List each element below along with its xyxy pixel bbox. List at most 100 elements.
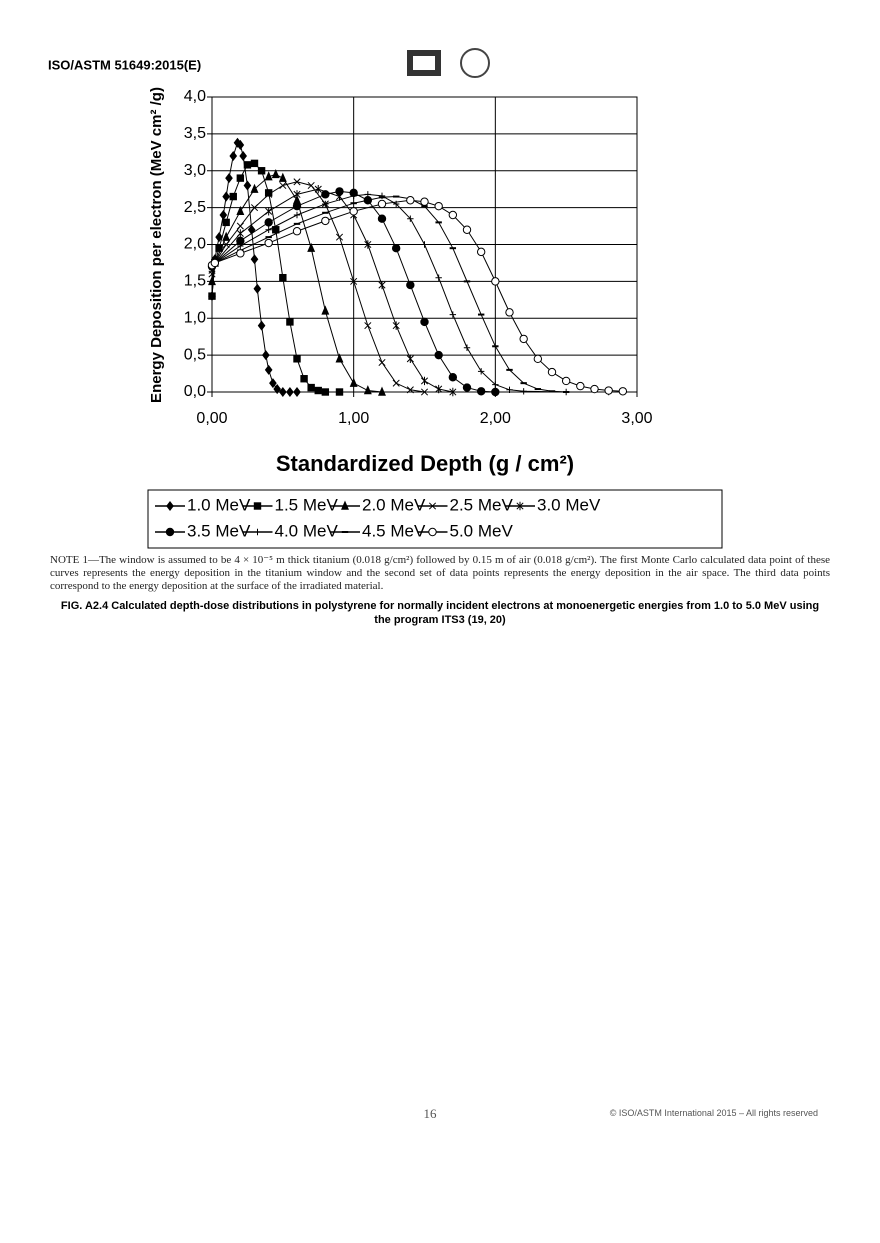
marker-cross bbox=[279, 181, 287, 190]
y-tick-label: 3,5 bbox=[184, 125, 206, 142]
marker-open-circle bbox=[406, 196, 415, 205]
x-axis-label: Standardized Depth (g / cm²) bbox=[276, 451, 574, 476]
marker-circle bbox=[420, 317, 429, 327]
marker-plus bbox=[350, 192, 357, 200]
series-line bbox=[211, 196, 567, 393]
marker-plus bbox=[364, 191, 372, 198]
x-tick-label: 0,00 bbox=[196, 410, 227, 427]
marker-open-circle bbox=[547, 367, 557, 377]
figure-note: NOTE 1—The window is assumed to be 4 × 1… bbox=[50, 554, 830, 592]
marker-diamond bbox=[269, 378, 277, 389]
marker-star bbox=[449, 387, 457, 397]
marker-square bbox=[335, 388, 344, 396]
marker-circle bbox=[491, 387, 500, 397]
marker-diamond bbox=[293, 386, 301, 398]
marker-square bbox=[208, 292, 216, 300]
marker-star bbox=[420, 376, 429, 386]
marker-diamond bbox=[286, 386, 294, 398]
marker-plus bbox=[520, 388, 527, 395]
page-number: 16 bbox=[423, 1106, 437, 1121]
astm-logo bbox=[460, 48, 490, 78]
marker-cross bbox=[364, 322, 372, 330]
legend-label: 2.0 MeV bbox=[362, 495, 426, 514]
x-tick-label: 1,00 bbox=[338, 410, 369, 427]
marker-square bbox=[300, 375, 308, 383]
marker-triangle bbox=[378, 386, 386, 396]
legend-marker bbox=[428, 527, 437, 537]
x-tick-label: 3,00 bbox=[621, 410, 652, 427]
marker-star bbox=[435, 384, 443, 394]
marker-open-circle bbox=[321, 216, 330, 226]
marker-cross bbox=[250, 204, 259, 212]
marker-circle bbox=[391, 243, 401, 253]
marker-square bbox=[243, 161, 252, 169]
marker-square bbox=[257, 167, 266, 175]
marker-open-circle bbox=[377, 199, 387, 209]
marker-circle bbox=[292, 201, 302, 211]
y-axis-label: Energy Deposition per electron (MeV cm² … bbox=[148, 87, 165, 403]
marker-diamond bbox=[243, 180, 252, 191]
marker-square bbox=[321, 388, 330, 396]
marker-circle bbox=[335, 187, 344, 196]
marker-triangle bbox=[250, 183, 259, 193]
marker-square bbox=[307, 383, 315, 392]
marker-diamond bbox=[215, 232, 223, 243]
marker-triangle bbox=[278, 172, 287, 182]
marker-star bbox=[364, 240, 372, 249]
marker-cross bbox=[265, 190, 273, 198]
marker-diamond bbox=[222, 191, 230, 202]
marker-triangle bbox=[222, 231, 231, 241]
marker-open-circle bbox=[576, 381, 585, 391]
marker-open-circle bbox=[349, 207, 358, 216]
marker-star bbox=[293, 190, 301, 199]
y-tick-label: 2,5 bbox=[184, 199, 206, 216]
marker-diamond bbox=[239, 150, 247, 162]
iso-logo-inner bbox=[413, 56, 435, 70]
doc-header: ISO/ASTM 51649:2015(E) bbox=[48, 57, 201, 72]
marker-diamond bbox=[273, 384, 281, 395]
chart: ISO/ASTM 51649:2015(E) Energy Deposition… bbox=[48, 48, 723, 549]
marker-plus bbox=[421, 241, 428, 248]
marker-open-circle bbox=[210, 258, 220, 268]
marker-plus bbox=[477, 368, 485, 375]
marker-open-circle bbox=[448, 210, 458, 220]
marker-open-circle bbox=[505, 308, 514, 317]
marker-star bbox=[236, 229, 244, 238]
marker-diamond bbox=[262, 350, 270, 361]
marker-triangle bbox=[363, 385, 372, 395]
marker-diamond bbox=[257, 320, 266, 331]
marker-diamond bbox=[236, 139, 245, 150]
copyright: © ISO/ASTM International 2015 – All righ… bbox=[609, 1108, 818, 1118]
y-tick-label: 4,0 bbox=[184, 88, 206, 105]
marker-circle bbox=[264, 218, 273, 227]
marker-circle bbox=[406, 280, 415, 290]
marker-circle bbox=[476, 387, 486, 396]
marker-plus bbox=[293, 211, 301, 219]
marker-square bbox=[293, 355, 301, 363]
marker-diamond bbox=[225, 173, 233, 184]
marker-plus bbox=[463, 344, 471, 351]
marker-diamond bbox=[264, 364, 273, 375]
legend-label: 1.0 MeV bbox=[187, 495, 251, 514]
marker-cross bbox=[406, 386, 414, 394]
marker-square bbox=[229, 192, 237, 201]
marker-circle bbox=[462, 383, 472, 392]
legend-label: 5.0 MeV bbox=[450, 521, 514, 540]
legend-marker bbox=[428, 502, 437, 510]
legend-marker bbox=[341, 500, 349, 510]
marker-star bbox=[314, 184, 322, 194]
marker-square bbox=[314, 386, 322, 395]
y-tick-label: 2,0 bbox=[184, 236, 206, 253]
marker-diamond bbox=[229, 150, 238, 162]
marker-diamond bbox=[219, 209, 228, 221]
marker-open-circle bbox=[561, 376, 571, 386]
legend-marker bbox=[254, 528, 261, 536]
marker-square bbox=[250, 159, 259, 168]
marker-star bbox=[378, 280, 386, 290]
marker-open-circle bbox=[462, 225, 472, 234]
marker-plus bbox=[492, 381, 499, 388]
marker-star bbox=[265, 207, 273, 216]
legend-label: 4.5 MeV bbox=[362, 521, 426, 540]
x-tick-label: 2,00 bbox=[480, 410, 511, 427]
